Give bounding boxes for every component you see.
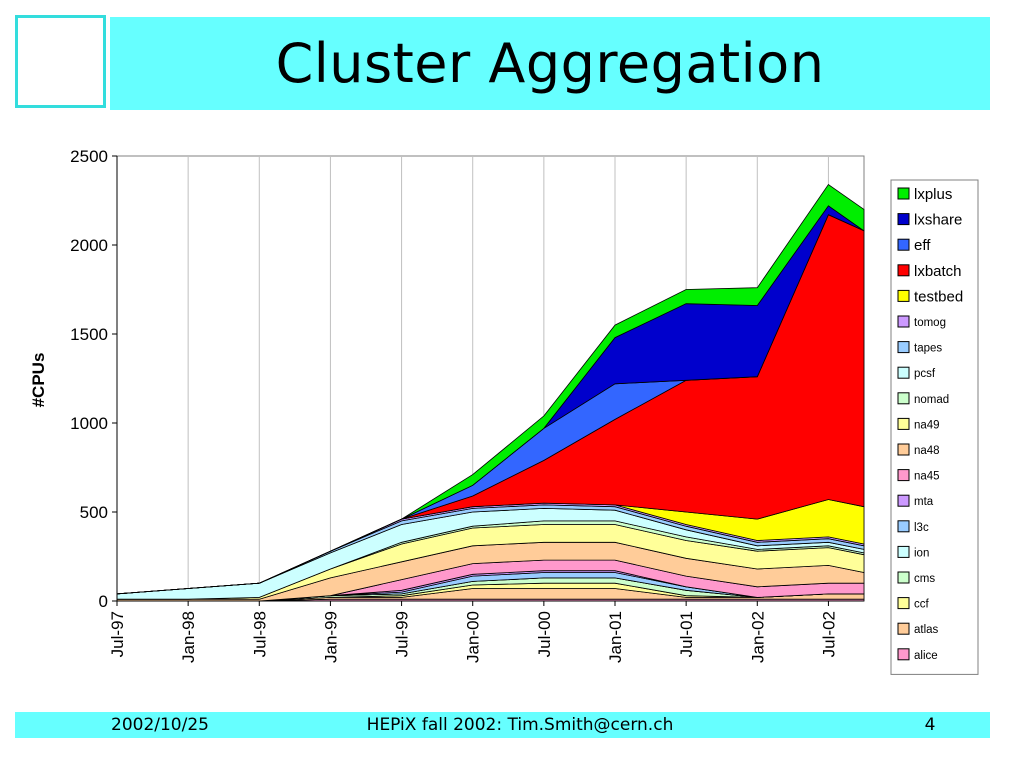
legend-label-tapes: tapes: [914, 343, 942, 355]
x-tick-label: Jul-00: [535, 611, 554, 657]
legend-label-lxshare: lxshare: [914, 212, 962, 229]
x-tick-label: Jul-97: [108, 611, 127, 657]
legend-label-na48: na48: [914, 445, 940, 457]
legend-swatch-pcsf: [897, 366, 910, 379]
x-tick-label: Jul-99: [393, 611, 412, 657]
logo-placeholder: [15, 15, 106, 108]
x-tick-label: Jan-99: [321, 611, 340, 663]
legend-swatch-na45: [897, 469, 910, 482]
legend-swatch-eff: [897, 238, 910, 251]
x-tick-label: Jul-02: [819, 611, 838, 657]
legend-label-ccf: ccf: [914, 599, 930, 611]
page-number: 4: [924, 715, 936, 735]
legend-swatch-atlas: [897, 622, 910, 635]
legend-label-mta: mta: [914, 496, 934, 508]
stacked-area-chart: 0 500 1000 1500 2000 2500 Jul-97 Jan-98 Jul-98 Ja…: [29, 147, 979, 675]
legend-label-testbed: testbed: [914, 288, 963, 305]
legend-label-na49: na49: [914, 419, 940, 431]
x-tick-label: Jan-02: [748, 611, 767, 663]
legend-label-l3c: l3c: [914, 522, 929, 534]
legend-swatch-testbed: [897, 289, 910, 302]
legend-label-lxplus: lxplus: [914, 186, 952, 203]
legend-label-cms: cms: [914, 573, 935, 585]
legend-swatch-alice: [897, 648, 910, 661]
legend-label-atlas: atlas: [914, 624, 939, 636]
y-tick-label: 2000: [70, 236, 108, 255]
legend-swatch-nomad: [897, 392, 910, 405]
x-tick-label: Jan-98: [179, 611, 198, 663]
legend-swatch-lxbatch: [897, 264, 910, 277]
footer-date: 2002/10/25: [111, 715, 209, 735]
y-tick-label: 0: [99, 592, 108, 611]
legend-label-ion: ion: [914, 547, 929, 559]
legend-swatch-mta: [897, 494, 910, 507]
y-axis-title: #CPUs: [29, 353, 48, 408]
legend-swatch-ccf: [897, 597, 910, 610]
x-tick-label: Jul-98: [250, 611, 269, 657]
x-tick-label: Jul-01: [677, 611, 696, 657]
x-tick-label: Jan-00: [464, 611, 483, 663]
legend-label-tomog: tomog: [914, 317, 946, 329]
y-tick-label: 500: [80, 503, 108, 522]
legend-label-pcsf: pcsf: [914, 368, 936, 380]
legend-swatch-tapes: [897, 341, 910, 354]
x-tick-label: Jan-01: [606, 611, 625, 663]
footer-author: HEPiX fall 2002: Tim.Smith@cern.ch: [366, 715, 674, 735]
legend-swatch-na48: [897, 443, 910, 456]
y-tick-label: 1500: [70, 325, 108, 344]
legend-swatch-tomog: [897, 315, 910, 328]
legend-label-na45: na45: [914, 471, 940, 483]
legend-label-alice: alice: [914, 650, 938, 662]
footer-bar: [15, 712, 990, 738]
slide-title: Cluster Aggregation: [275, 32, 825, 95]
legend-label-nomad: nomad: [914, 394, 949, 406]
legend-swatch-lxplus: [897, 187, 910, 200]
legend-label-lxbatch: lxbatch: [914, 263, 962, 280]
legend-label-eff: eff: [914, 237, 931, 254]
y-tick-label: 2500: [70, 147, 108, 166]
legend-swatch-ion: [897, 545, 910, 558]
y-tick-label: 1000: [70, 414, 108, 433]
legend-swatch-na49: [897, 417, 910, 430]
legend-swatch-cms: [897, 571, 910, 584]
legend-swatch-lxshare: [897, 213, 910, 226]
area-lxplus: [116, 183, 865, 595]
title-bar: [110, 17, 990, 110]
legend-swatch-l3c: [897, 520, 910, 533]
